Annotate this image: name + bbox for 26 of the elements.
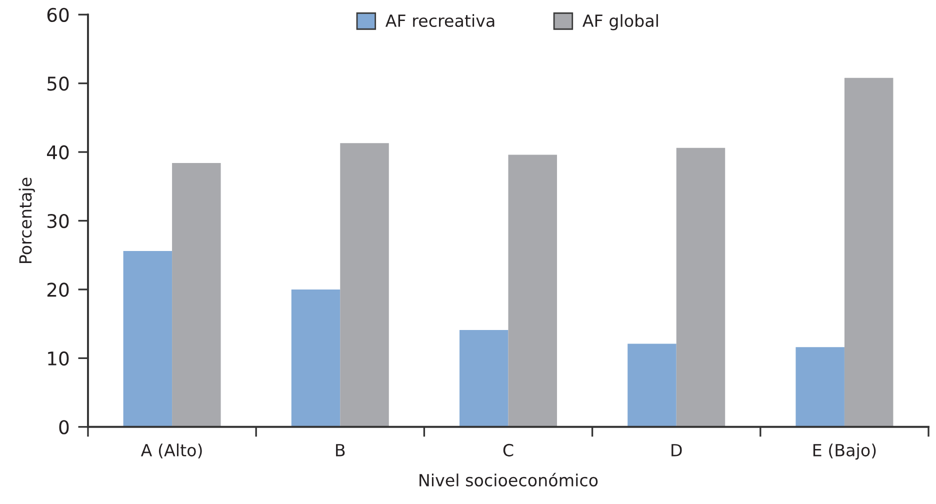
bar <box>340 143 389 427</box>
bar <box>844 78 894 427</box>
bar <box>291 289 340 427</box>
bar <box>459 330 508 427</box>
bar <box>628 344 676 427</box>
bar <box>796 347 844 427</box>
x-tick-label: B <box>336 444 345 456</box>
y-tick-label: 30 <box>48 214 69 228</box>
x-axis-title: Nivel socioeconómico <box>420 472 598 486</box>
x-tick-label: C <box>503 444 514 456</box>
y-axis-title: Porcentaje <box>18 178 35 263</box>
legend-label: AF global <box>582 14 658 30</box>
x-tick-label: E (Bajo) <box>813 444 876 460</box>
bar <box>676 148 726 427</box>
x-tick-label: D <box>672 444 682 456</box>
legend-label: AF recreativa <box>385 14 494 28</box>
y-tick-label: 20 <box>47 282 69 297</box>
bar <box>508 154 557 427</box>
y-tick-label: 40 <box>46 145 69 160</box>
bar <box>123 250 172 427</box>
x-tick-label: A (Alto) <box>140 444 202 458</box>
y-tick-label: 60 <box>47 8 69 22</box>
y-tick-label: 10 <box>48 351 69 366</box>
y-tick-label: 50 <box>48 76 69 91</box>
bar <box>172 163 221 427</box>
y-tick-label: 0 <box>59 420 69 434</box>
